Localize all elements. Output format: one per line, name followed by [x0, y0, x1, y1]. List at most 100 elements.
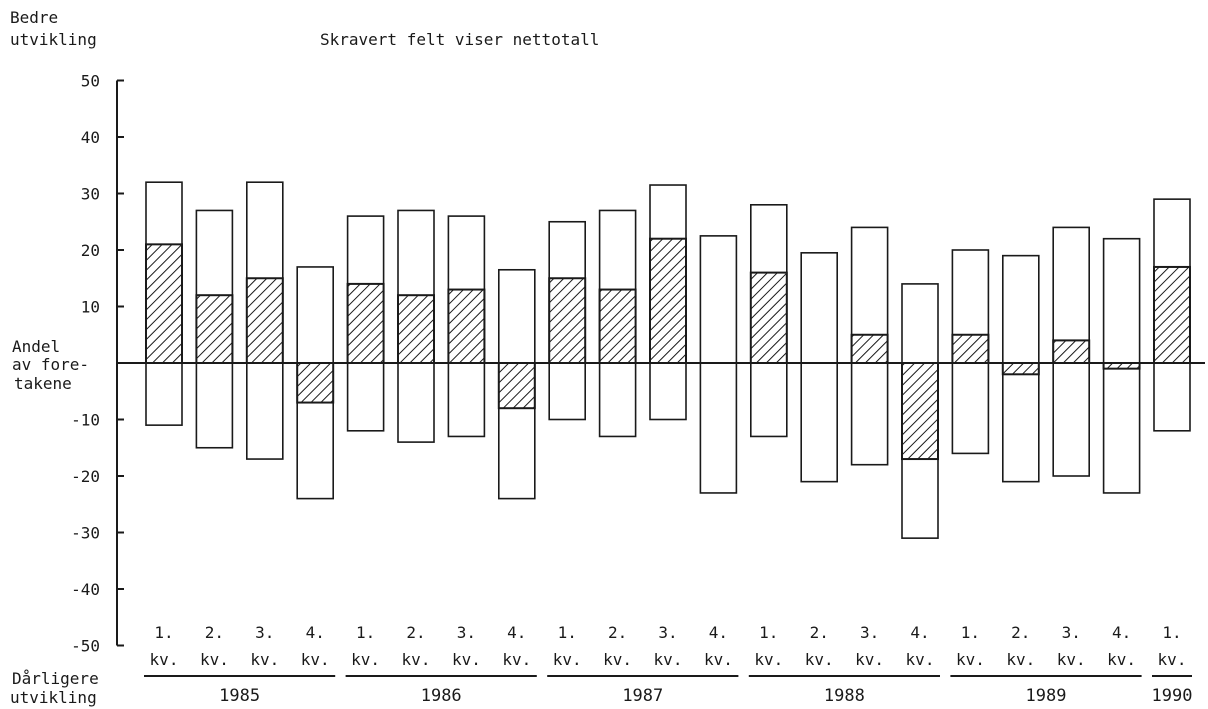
x-kv-label: kv. [1057, 650, 1086, 669]
bar-darligere [749, 362, 788, 438]
y-tick-label: -30 [71, 524, 100, 543]
bar-darligere [397, 362, 435, 443]
bar-layer [145, 181, 1191, 539]
x-year-label: 1989 [1026, 686, 1067, 706]
x-quarter-label: 3. [860, 623, 879, 642]
x-quarter-label: 1. [1162, 623, 1181, 642]
x-quarter-label: 2. [608, 623, 627, 642]
bar-darligere [195, 362, 234, 449]
bar-bedre [296, 266, 335, 364]
y-tick-label: -50 [71, 637, 100, 656]
bar-netto-hatched [497, 362, 536, 410]
x-kv-label: kv. [402, 650, 431, 669]
x-kv-label: kv. [502, 650, 531, 669]
y-tick-label: 20 [81, 241, 100, 260]
x-quarter-label: 2. [810, 623, 829, 642]
axis-layer: 50 40 30 20 10 -10 -20 -30 -40 -50 [71, 72, 124, 656]
x-quarter-label: 2. [406, 623, 425, 642]
x-quarter-label: 4. [1112, 623, 1131, 642]
x-quarter-label: 1. [961, 623, 980, 642]
bar-netto-hatched [1052, 339, 1091, 364]
x-kv-label: kv. [805, 650, 834, 669]
y-tick-label: -40 [71, 580, 100, 599]
bar-bedre [1001, 254, 1040, 364]
bar-darligere [850, 362, 889, 466]
y-tick-label: 50 [81, 72, 100, 91]
x-quarter-label: 3. [1062, 623, 1081, 642]
x-year-label: 1988 [824, 686, 865, 706]
x-kv-label: kv. [1006, 650, 1035, 669]
bar-bedre [699, 235, 738, 364]
y-tick-label: 30 [81, 185, 100, 204]
bar-netto-hatched [951, 333, 990, 364]
bar-darligere [649, 362, 687, 421]
x-kv-label: kv. [553, 650, 582, 669]
bar-netto-hatched [245, 277, 284, 364]
x-kv-label: kv. [1107, 650, 1136, 669]
x-kv-label: kv. [301, 650, 330, 669]
bar-netto-hatched [749, 271, 788, 365]
x-kv-label: kv. [200, 650, 229, 669]
x-kv-label: kv. [956, 650, 985, 669]
x-kv-label: kv. [250, 650, 279, 669]
bar-darligere [346, 362, 385, 432]
xlabel-layer: 1. kv. 2. kv. 3. kv. 4. kv. 1. kv. 2. kv. 3. kv. 4. kv.… [144, 623, 1192, 706]
ylabel-middle-line-1: Andel [12, 337, 60, 356]
bar-darligere [951, 362, 990, 455]
bar-darligere [447, 362, 486, 438]
x-kv-label: kv. [654, 650, 683, 669]
bar-netto-hatched [1001, 362, 1040, 376]
bar-netto-hatched [1153, 265, 1191, 365]
x-kv-label: kv. [704, 650, 733, 669]
x-quarter-label: 1. [759, 623, 778, 642]
bar-bedre [497, 268, 536, 364]
bar-netto-hatched [598, 288, 637, 364]
bar-darligere [598, 362, 637, 438]
bar-darligere [699, 362, 738, 494]
y-tick-label: 10 [81, 298, 100, 317]
x-quarter-label: 1. [558, 623, 577, 642]
x-quarter-label: 3. [457, 623, 476, 642]
ylabel-top-line-1: Bedre [10, 8, 58, 27]
x-quarter-label: 4. [507, 623, 526, 642]
bar-netto-hatched [901, 362, 939, 461]
x-quarter-label: 4. [709, 623, 728, 642]
bar-bedre [901, 283, 939, 364]
bar-darligere [800, 362, 839, 483]
bar-darligere [246, 362, 284, 460]
bar-darligere [1102, 362, 1141, 494]
ylabel-middle-line-3: takene [14, 374, 72, 393]
bar-netto-hatched [447, 288, 486, 364]
x-quarter-label: 3. [658, 623, 677, 642]
x-quarter-label: 1. [154, 623, 173, 642]
bar-bedre [1102, 237, 1141, 364]
bar-darligere [145, 362, 183, 426]
ylabel-bottom-line-1: Dårligere [12, 669, 99, 688]
x-year-label: 1986 [421, 686, 462, 706]
bar-darligere [1052, 362, 1090, 477]
ylabel-top-line-2: utvikling [10, 30, 97, 49]
bar-darligere [1001, 362, 1040, 483]
x-quarter-label: 4. [306, 623, 325, 642]
x-kv-label: kv. [754, 650, 783, 669]
x-kv-label: kv. [906, 650, 935, 669]
x-kv-label: kv. [603, 650, 632, 669]
x-kv-label: kv. [351, 650, 380, 669]
ylabel-middle-line-2: av fore- [12, 355, 89, 374]
x-kv-label: kv. [452, 650, 481, 669]
bar-darligere [1153, 362, 1191, 432]
bar-bedre [800, 252, 839, 364]
x-kv-label: kv. [150, 650, 179, 669]
bar-netto-hatched [145, 243, 183, 365]
x-quarter-label: 3. [255, 623, 274, 642]
y-tick-label: -20 [71, 467, 100, 486]
x-year-label: 1985 [219, 686, 260, 706]
x-quarter-label: 4. [910, 623, 929, 642]
x-quarter-label: 1. [356, 623, 375, 642]
bar-netto-hatched [850, 333, 889, 364]
x-kv-label: kv. [1158, 650, 1187, 669]
bar-darligere [548, 362, 587, 421]
x-year-label: 1987 [622, 686, 663, 706]
x-kv-label: kv. [855, 650, 884, 669]
